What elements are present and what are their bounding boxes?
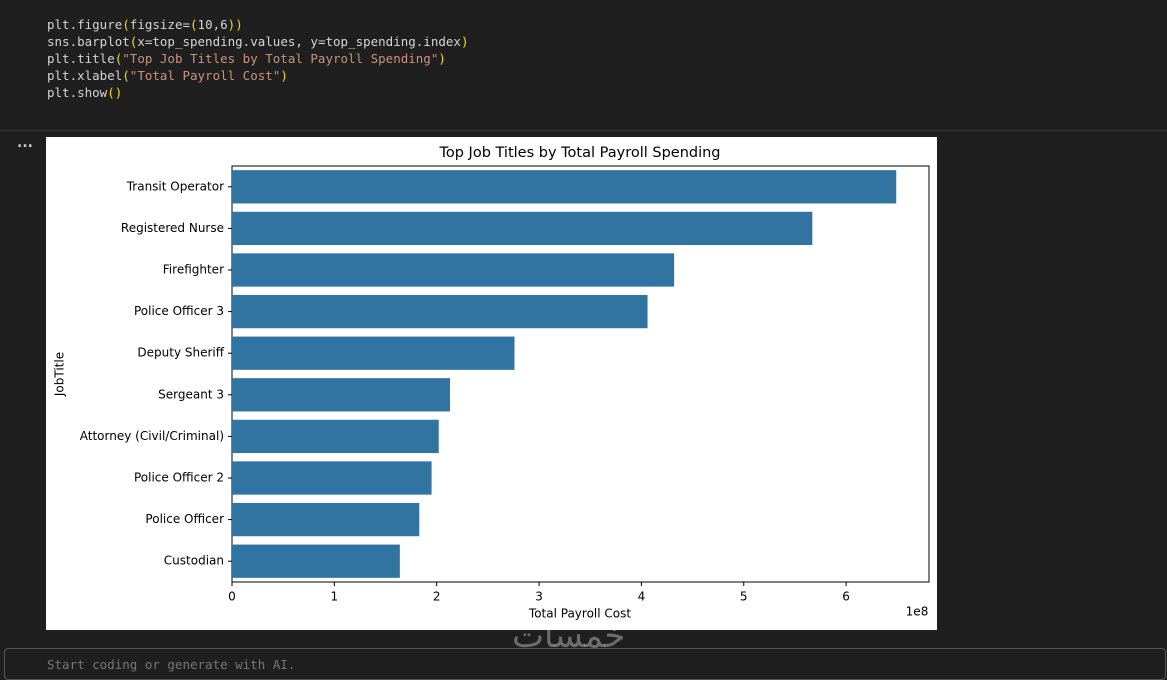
notebook: plt.figure(figsize=(10,6)) sns.barplot(x=… — [0, 16, 1167, 680]
bar — [232, 211, 813, 246]
output-marker[interactable]: ... — [17, 135, 33, 151]
y-tick-label: Police Officer 2 — [134, 471, 224, 485]
x-axis-label: Total Payroll Cost — [528, 607, 631, 621]
x-tick-label: 2 — [433, 590, 441, 604]
y-tick-label: Transit Operator — [126, 179, 224, 193]
code-line: plt.show() — [47, 85, 123, 100]
bar — [232, 253, 675, 287]
bar — [232, 419, 439, 454]
y-tick-label: Police Officer 3 — [134, 304, 224, 318]
y-tick-label: Deputy Sheriff — [137, 346, 224, 360]
y-tick-label: Firefighter — [163, 263, 224, 277]
offset-label: 1e8 — [906, 605, 929, 619]
x-tick-label: 1 — [331, 590, 339, 604]
bar — [232, 461, 432, 495]
x-tick-label: 3 — [535, 590, 543, 604]
x-tick-label: 6 — [842, 590, 850, 604]
placeholder[interactable]: Start coding or generate with AI. — [47, 657, 296, 672]
bar — [232, 170, 897, 204]
code-line: sns.barplot(x=top_spending.values, y=top… — [47, 34, 469, 49]
code-line: plt.title("Top Job Titles by Total Payro… — [47, 51, 446, 66]
code-line: plt.figure(figsize=(10,6)) — [47, 17, 243, 32]
bar — [232, 294, 648, 329]
code-line: plt.xlabel("Total Payroll Cost") — [47, 68, 288, 83]
x-tick-label: 4 — [638, 590, 646, 604]
chart-title: Top Job Titles by Total Payroll Spending — [438, 145, 720, 161]
x-tick-label: 0 — [228, 590, 236, 604]
bar — [232, 336, 515, 370]
separator — [0, 130, 1167, 131]
watermark: خمسات — [512, 616, 626, 656]
x-tick-label: 5 — [740, 590, 748, 604]
bar — [232, 544, 400, 578]
y-axis-label: JobTitle — [53, 352, 67, 397]
code-cell[interactable]: plt.figure(figsize=(10,6)) sns.barplot(x=… — [47, 16, 468, 101]
y-tick-label: Custodian — [164, 554, 224, 568]
y-tick-label: Sergeant 3 — [158, 387, 224, 401]
bar — [232, 502, 420, 537]
y-tick-label: Attorney (Civil/Criminal) — [80, 429, 224, 443]
plot-frame — [231, 165, 930, 583]
y-tick-label: Registered Nurse — [121, 221, 224, 235]
chart: Top Job Titles by Total Payroll Spending… — [46, 137, 937, 630]
y-tick-label: Police Officer — [145, 512, 224, 526]
bar — [232, 378, 451, 412]
